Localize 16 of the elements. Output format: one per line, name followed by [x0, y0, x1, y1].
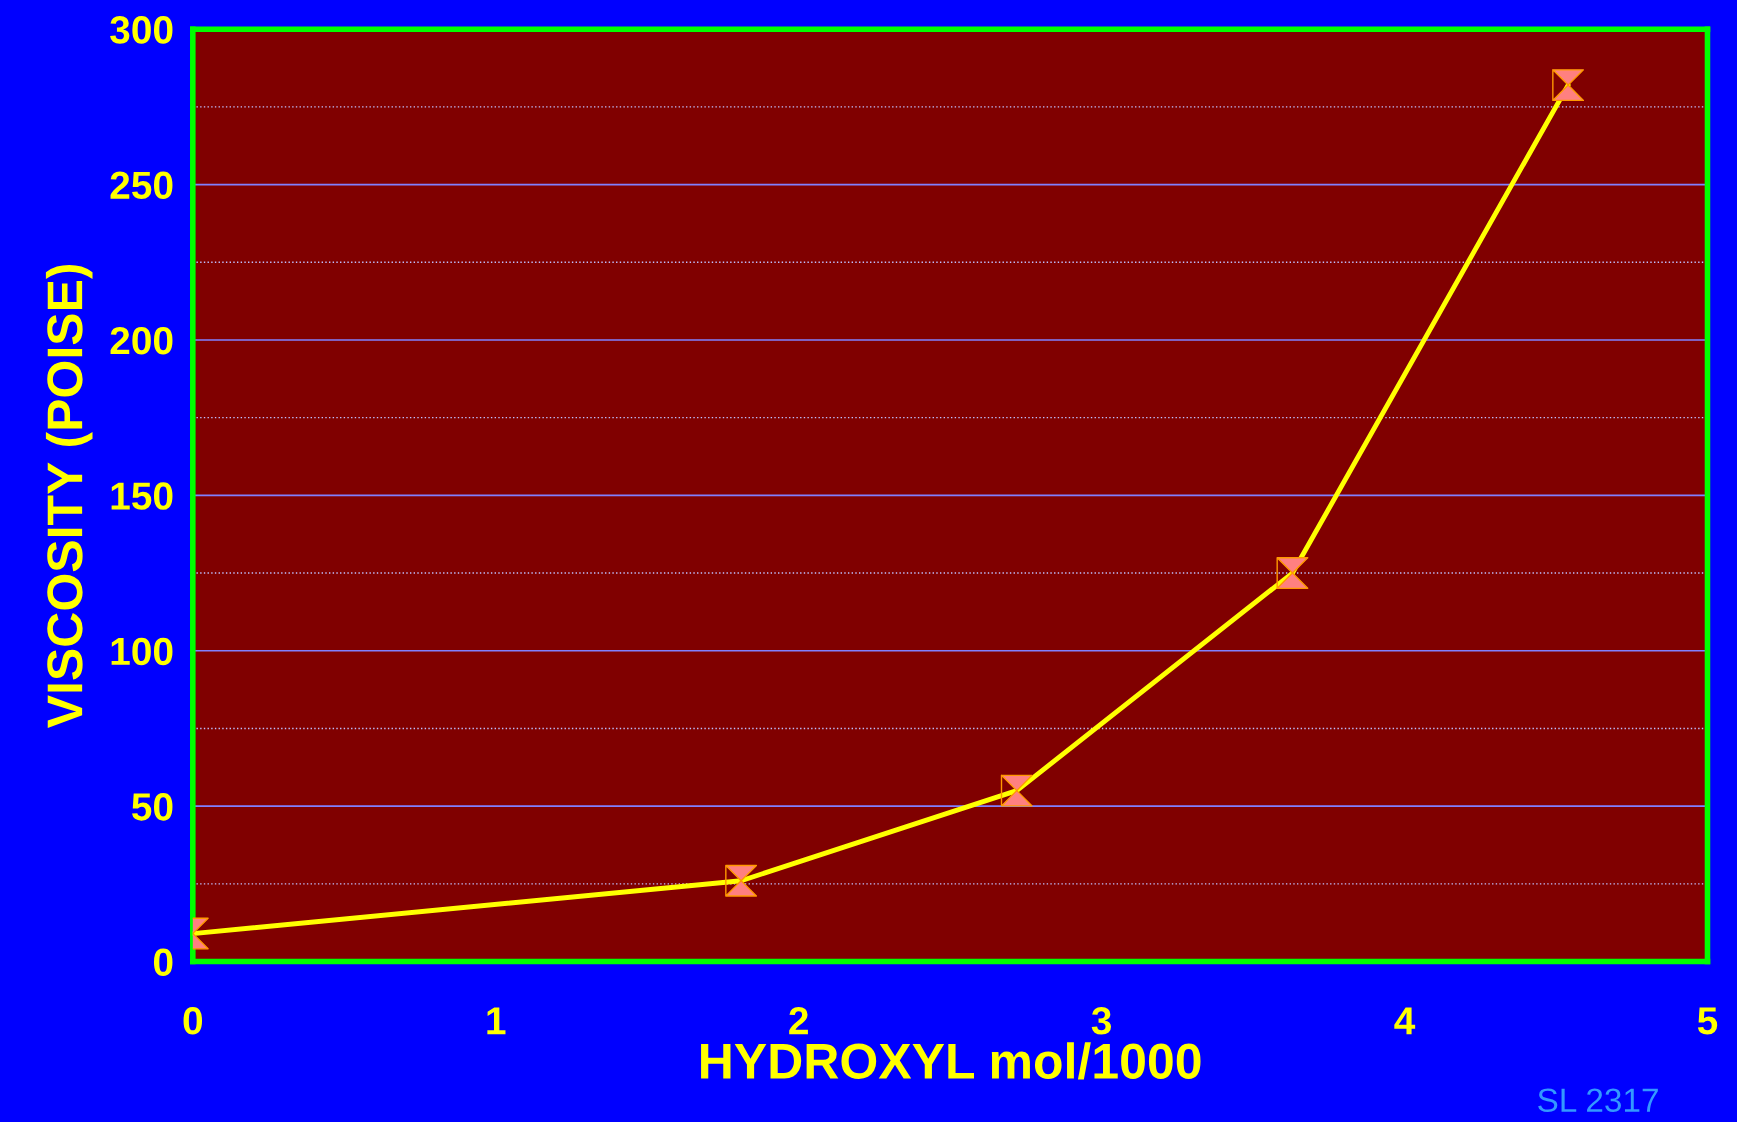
text: SL 2317 [1538, 1088, 1658, 1113]
x-tick-label: 3 [1091, 1007, 1112, 1035]
y-axis-title: VISCOSITY (POISE) [45, 264, 93, 728]
x-tick-label: 1 [487, 1007, 506, 1035]
y-tick-label: 0 [153, 948, 173, 977]
x-tick-label: 0 [183, 1007, 203, 1035]
y-tick-label: 250 [110, 171, 173, 200]
x-tick-label: 2 [789, 1007, 808, 1035]
x-axis-title: HYDROXYL mol/1000 [701, 1042, 1201, 1080]
x-tick-label: 4 [1394, 1007, 1416, 1035]
y-tick-label: 100 [111, 637, 173, 666]
y-tick-label: 300 [110, 16, 173, 44]
y-tick-label: 50 [132, 793, 173, 821]
y-tick-label: 200 [110, 326, 173, 355]
y-tick-label: 150 [111, 482, 173, 510]
x-tick-label: 5 [1697, 1007, 1718, 1035]
